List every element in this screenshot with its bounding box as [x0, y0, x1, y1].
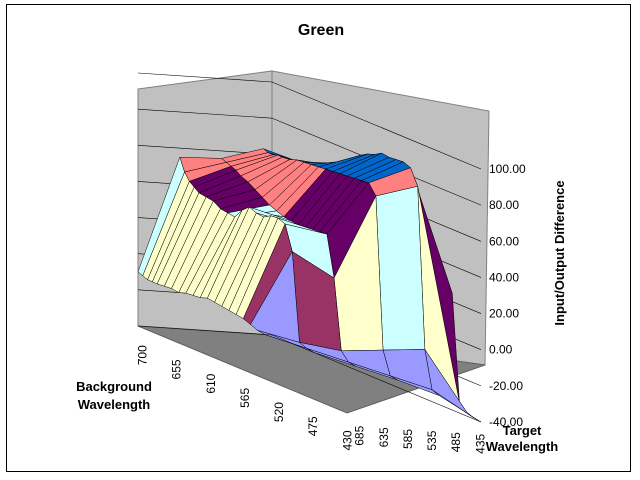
z-tick-label: 0.00 — [489, 343, 513, 357]
background-tick-label: 475 — [306, 416, 320, 436]
target-tick-label: 535 — [425, 430, 439, 450]
z-tick-label: -40.00 — [489, 415, 523, 429]
z-axis: 100.00 80.00 60.00 40.00 20.00 0.00 -20.00 -40.… — [489, 162, 526, 429]
target-tick-label: 635 — [377, 427, 391, 447]
target-tick-label: 485 — [449, 432, 463, 452]
background-tick-label: 430 — [340, 430, 354, 450]
target-axis: 685 635 585 535 485 435 — [353, 425, 488, 453]
target-axis-title-line2: Wavelength — [486, 439, 559, 454]
background-tick-label: 655 — [170, 359, 184, 379]
target-axis-title-line1: Target — [503, 423, 542, 438]
z-tick-label: 100.00 — [489, 162, 526, 176]
z-tick-label: 40.00 — [489, 270, 519, 284]
background-axis-title-line2: Wavelength — [78, 397, 151, 412]
background-axis: 700 655 610 565 520 475 430 — [136, 345, 355, 451]
background-tick-label: 610 — [204, 373, 218, 393]
target-tick-label: 585 — [401, 429, 415, 449]
z-axis-title: Input/Output Difference — [552, 180, 567, 325]
z-tick-label: -20.00 — [489, 379, 523, 393]
gridline — [137, 72, 482, 170]
surface-patch — [264, 334, 314, 353]
chart-frame: 100.00 80.00 60.00 40.00 20.00 0.00 -20.00 -40.… — [6, 4, 631, 472]
surface-patch — [375, 185, 426, 351]
z-tick-label: 60.00 — [489, 234, 519, 248]
background-axis-title-line1: Background — [76, 379, 152, 394]
z-tick-label: 80.00 — [489, 198, 519, 212]
background-tick-label: 700 — [136, 345, 150, 365]
background-tick-label: 520 — [272, 402, 286, 422]
surface-plot — [137, 148, 482, 423]
target-tick-label: 435 — [473, 434, 487, 454]
surface-chart: 100.00 80.00 60.00 40.00 20.00 0.00 -20.00 -40.… — [76, 22, 567, 454]
background-tick-label: 565 — [238, 388, 252, 408]
z-tick-label: 20.00 — [489, 307, 519, 321]
target-tick-label: 685 — [353, 425, 367, 445]
chart-title: Green — [298, 22, 344, 39]
